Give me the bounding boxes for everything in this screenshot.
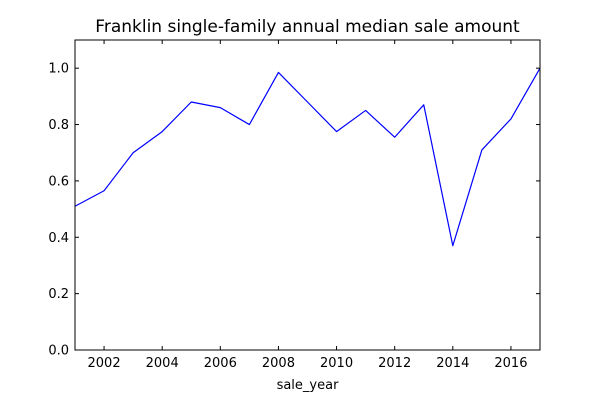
axis-ticks: 2002 2004 2006 2008 2010 2012 2014 2016 0.0 0.2 0.…: [48, 40, 540, 371]
y-tick-label: 0.0: [48, 344, 69, 359]
y-tick-label: 0.2: [48, 287, 69, 302]
y-tick-label: 0.8: [48, 118, 69, 133]
x-tick-label: 2014: [436, 356, 469, 371]
y-tick-label: 1.0: [48, 62, 69, 77]
y-tick-label: 0.6: [48, 174, 69, 189]
x-tick-label: 2002: [88, 356, 121, 371]
x-tick-label: 2016: [494, 356, 527, 371]
x-axis-label: sale_year: [277, 378, 340, 393]
x-tick-label: 2004: [146, 356, 179, 371]
series-line-0: [74, 67, 541, 247]
x-tick-label: 2012: [378, 356, 411, 371]
x-tick-label: 2010: [320, 356, 353, 371]
chart-title: Franklin single-family annual median sal…: [95, 17, 520, 37]
plot-area: [74, 67, 541, 247]
y-tick-label: 0.4: [48, 231, 69, 246]
plot-frame: [74, 39, 541, 351]
x-tick-label: 2006: [204, 356, 237, 371]
x-tick-label: 2008: [262, 356, 295, 371]
